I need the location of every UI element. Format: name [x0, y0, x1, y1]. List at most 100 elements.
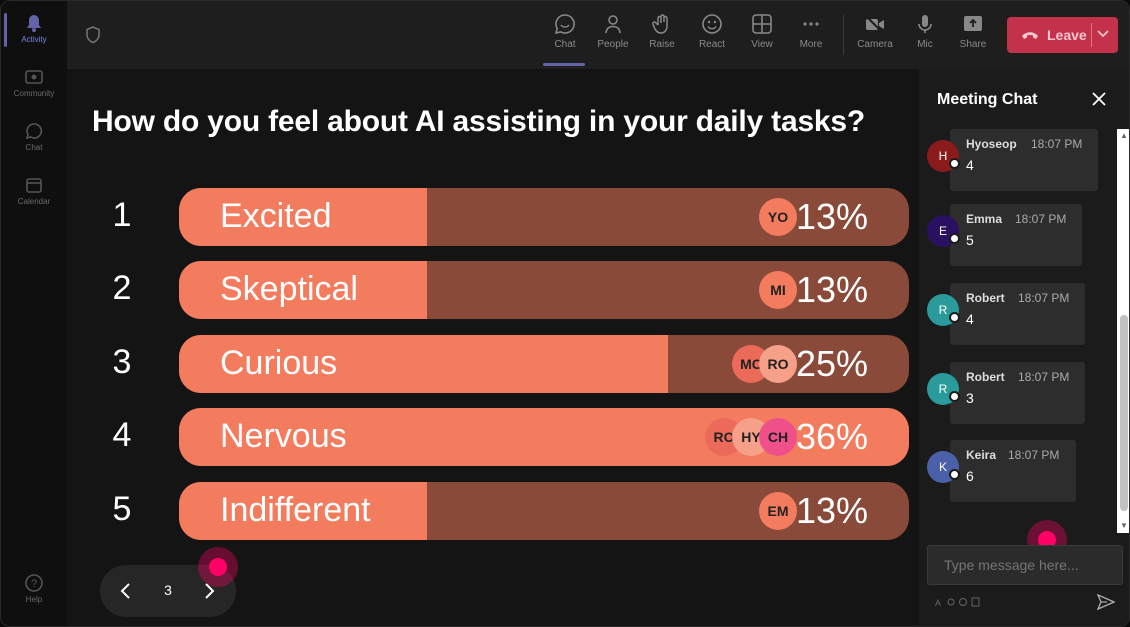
option-bar-fill: [179, 335, 668, 393]
message-text: 4: [966, 311, 974, 327]
presence-status: [949, 469, 960, 480]
poll-option-row: 1 Excited YO 13%: [67, 188, 919, 246]
voter-avatar: RO: [759, 345, 797, 383]
tool-label: More: [799, 39, 823, 50]
tool-label: Mic: [917, 39, 933, 50]
poll-option-row: 5 Indifferent EM 13%: [67, 482, 919, 540]
chat-scrollbar[interactable]: ▲ ▼: [1117, 129, 1129, 533]
pointer-highlight: [198, 547, 238, 587]
chat-message-input[interactable]: [927, 545, 1123, 585]
share-icon: [964, 16, 982, 31]
tool-label: Camera: [857, 39, 893, 50]
poll-option-row: 4 Nervous RO HY CH 36%: [67, 408, 919, 466]
message-time: 18:07 PM: [1018, 370, 1070, 384]
tool-more[interactable]: More: [789, 13, 833, 50]
rail-label: Activity: [21, 35, 47, 44]
message-time: 18:07 PM: [1008, 448, 1060, 462]
option-bar[interactable]: Curious MC RO 25%: [179, 335, 909, 393]
option-bar[interactable]: Indifferent EM 13%: [179, 482, 909, 540]
rail-label: Help: [25, 595, 43, 604]
chat-message: Emma 18:07 PM 5 E: [927, 204, 1117, 268]
option-bar[interactable]: Skeptical MI 13%: [179, 261, 909, 319]
raise-hand-icon: [652, 14, 668, 34]
chat-message: Hyoseop 18:07 PM 4 H: [927, 129, 1117, 193]
tool-share[interactable]: Share: [951, 13, 995, 50]
option-label: Indifferent: [220, 491, 371, 529]
tool-raise[interactable]: Raise: [640, 13, 684, 50]
option-bar[interactable]: Excited YO 13%: [179, 188, 909, 246]
scroll-down-icon[interactable]: ▼: [1120, 521, 1128, 530]
chat-message-list[interactable]: Hyoseop 18:07 PM 4 H Emma 18:07 PM 5 E Robert 18:…: [919, 129, 1117, 533]
option-rank: 3: [112, 343, 132, 381]
option-bar[interactable]: Nervous RO HY CH 36%: [179, 408, 909, 466]
option-percent: 13%: [795, 196, 868, 237]
tool-mic[interactable]: Mic: [903, 13, 947, 50]
rail-item-help[interactable]: ? Help: [1, 573, 67, 604]
tool-view[interactable]: View: [740, 13, 784, 50]
option-label: Nervous: [220, 417, 347, 455]
sender-name: Emma: [966, 212, 1003, 226]
rail-item-activity[interactable]: Activity: [1, 13, 67, 44]
message-text: 3: [966, 390, 974, 406]
chevron-right-icon[interactable]: [197, 579, 221, 603]
leave-label: Leave: [1047, 27, 1087, 43]
chat-icon: [25, 123, 43, 140]
option-label: Excited: [220, 197, 332, 235]
message-text: 4: [966, 157, 974, 173]
presence-status: [949, 312, 960, 323]
tool-react[interactable]: React: [690, 13, 734, 50]
meeting-toolbar: Chat People Raise React View More Camera: [67, 1, 1129, 69]
message-bubble: Hyoseop 18:07 PM 4: [950, 129, 1098, 191]
message-bubble: Robert 18:07 PM 3: [950, 362, 1085, 424]
option-rank: 5: [112, 490, 132, 528]
rail-item-chat[interactable]: Chat: [1, 121, 67, 152]
rail-label: Community: [13, 89, 55, 98]
message-bubble: Keira 18:07 PM 6: [950, 440, 1076, 502]
sender-name: Keira: [966, 448, 997, 462]
sender-name: Robert: [966, 370, 1005, 384]
meeting-chat-panel: Meeting Chat Hyoseop 18:07 PM 4 H Emma 18:07 …: [919, 69, 1129, 626]
svg-text:A: A: [935, 598, 941, 608]
leave-button[interactable]: Leave: [1007, 17, 1118, 53]
rail-item-calendar[interactable]: Calendar: [1, 175, 67, 206]
shield-icon: [86, 26, 100, 44]
send-icon[interactable]: [1097, 593, 1115, 611]
smiley-icon: [702, 14, 722, 34]
people-icon: [605, 15, 621, 34]
avatar[interactable]: E: [927, 215, 959, 247]
voter-avatar: EM: [759, 492, 797, 530]
tool-camera[interactable]: Camera: [853, 13, 897, 50]
scroll-up-icon[interactable]: ▲: [1120, 131, 1128, 140]
close-icon[interactable]: [1091, 91, 1107, 107]
svg-text:?: ?: [31, 578, 37, 590]
format-icons[interactable]: A: [935, 596, 995, 608]
message-time: 18:07 PM: [1018, 291, 1070, 305]
camera-icon: [865, 15, 884, 34]
voter-avatar: YO: [759, 198, 797, 236]
chevron-down-icon[interactable]: [1097, 30, 1109, 38]
voter-avatars: MI: [759, 271, 797, 309]
tool-label: Share: [959, 39, 987, 50]
option-percent: 36%: [795, 416, 868, 457]
calendar-icon: [26, 178, 42, 193]
voter-avatars: RO HY CH: [705, 418, 797, 456]
scroll-thumb[interactable]: [1120, 315, 1128, 511]
presence-status: [949, 158, 960, 169]
voter-avatar: MI: [759, 271, 797, 309]
tool-label: React: [698, 39, 726, 50]
chevron-left-icon[interactable]: [114, 579, 138, 603]
grid-icon: [752, 14, 772, 34]
help-icon: ?: [25, 574, 43, 592]
tool-people[interactable]: People: [591, 13, 635, 50]
tool-label: Chat: [554, 39, 576, 50]
option-bar-fill: [179, 261, 427, 319]
chat-title: Meeting Chat: [937, 91, 1038, 108]
message-bubble: Robert 18:07 PM 4: [950, 283, 1085, 345]
more-icon: [803, 22, 819, 26]
rail-item-community[interactable]: Community: [1, 67, 67, 98]
page-number: 3: [164, 582, 172, 598]
rail-label: Calendar: [17, 197, 51, 206]
option-label: Curious: [220, 344, 338, 382]
sender-name: Hyoseop: [966, 137, 1017, 151]
tool-chat[interactable]: Chat: [543, 13, 587, 66]
